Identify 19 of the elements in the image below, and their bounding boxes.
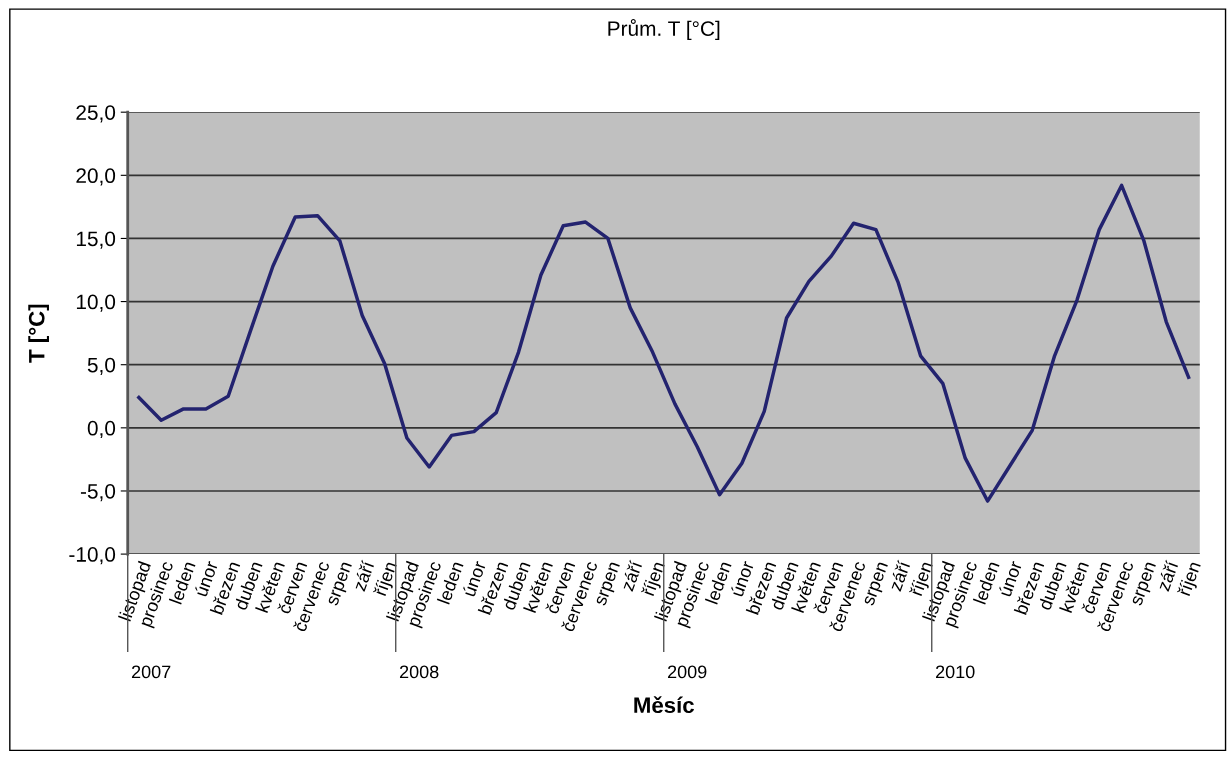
y-tick-label: 5,0 xyxy=(87,357,116,375)
y-tick-label: 15,0 xyxy=(76,231,116,249)
text: 2010 xyxy=(936,665,975,679)
y-tick-label: 10,0 xyxy=(76,294,116,312)
y-tick-label: 25,0 xyxy=(76,105,116,123)
y-tick-label: -10,0 xyxy=(69,547,116,565)
chart-title: Prům. T [°C] xyxy=(608,19,720,41)
y-tick-label: -5,0 xyxy=(80,483,116,502)
text: 2008 xyxy=(399,665,439,679)
x-axis-title: Měsíc xyxy=(634,696,694,714)
text: 2007 xyxy=(131,665,171,679)
y-tick-label: 20,0 xyxy=(76,168,116,186)
y-axis-title: T [°C] xyxy=(28,304,49,363)
x-tick-label: září xyxy=(619,559,643,592)
x-tick-label: září xyxy=(888,559,911,592)
x-tick-label: září xyxy=(1156,559,1179,592)
text: 2009 xyxy=(667,665,707,679)
y-tick-label: 0,0 xyxy=(87,420,116,439)
x-tick-label: říjen xyxy=(1176,560,1205,599)
